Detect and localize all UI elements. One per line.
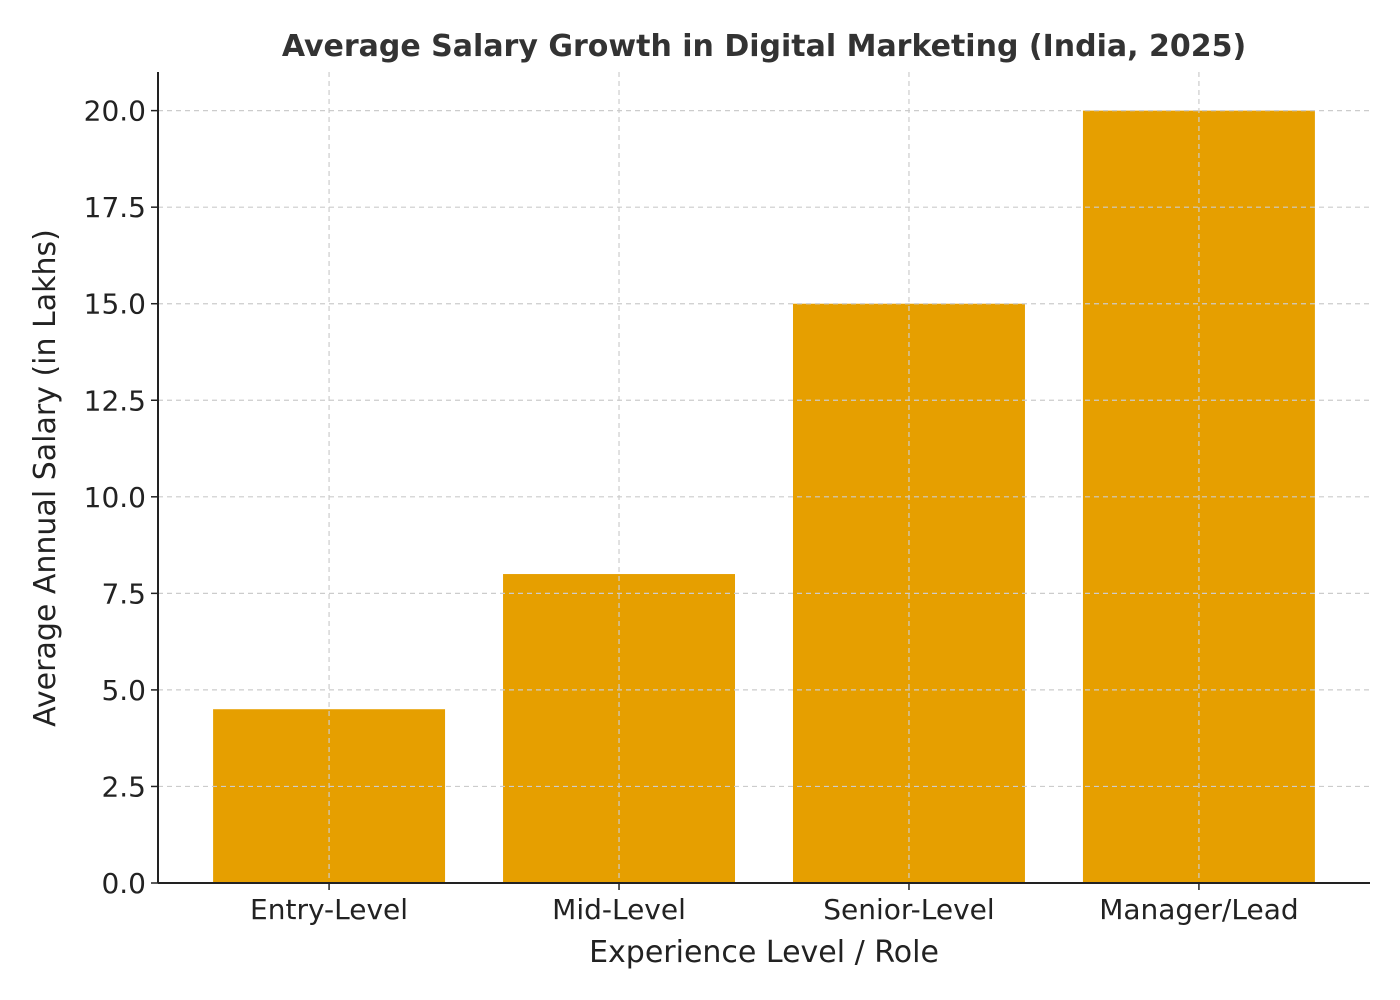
y-tick-label: 0.0 — [101, 867, 146, 900]
y-tick-label: 12.5 — [84, 384, 146, 417]
x-tick-label: Senior-Level — [823, 893, 994, 926]
y-tick-label: 15.0 — [84, 288, 146, 321]
tick-labels: 0.0 2.5 5.0 7.5 10.0 12.5 15.0 17.5 20.0 Entry-Le… — [84, 95, 1299, 926]
y-tick-label: 2.5 — [101, 770, 146, 803]
x-tick-label: Mid-Level — [552, 893, 686, 926]
y-tick-label: 7.5 — [101, 577, 146, 610]
chart-title: Average Salary Growth in Digital Marketi… — [282, 29, 1246, 64]
x-axis-label: Experience Level / Role — [589, 935, 939, 970]
y-tick-label: 20.0 — [84, 95, 146, 128]
y-tick-label: 5.0 — [101, 674, 146, 707]
y-axis-label: Average Annual Salary (in Lakhs) — [28, 229, 63, 727]
y-tick-label: 17.5 — [84, 191, 146, 224]
y-tick-label: 10.0 — [84, 481, 146, 514]
bar-mid-level — [503, 574, 736, 883]
axes — [151, 72, 1370, 890]
x-tick-label: Manager/Lead — [1099, 893, 1298, 926]
x-tick-label: Entry-Level — [250, 893, 408, 926]
